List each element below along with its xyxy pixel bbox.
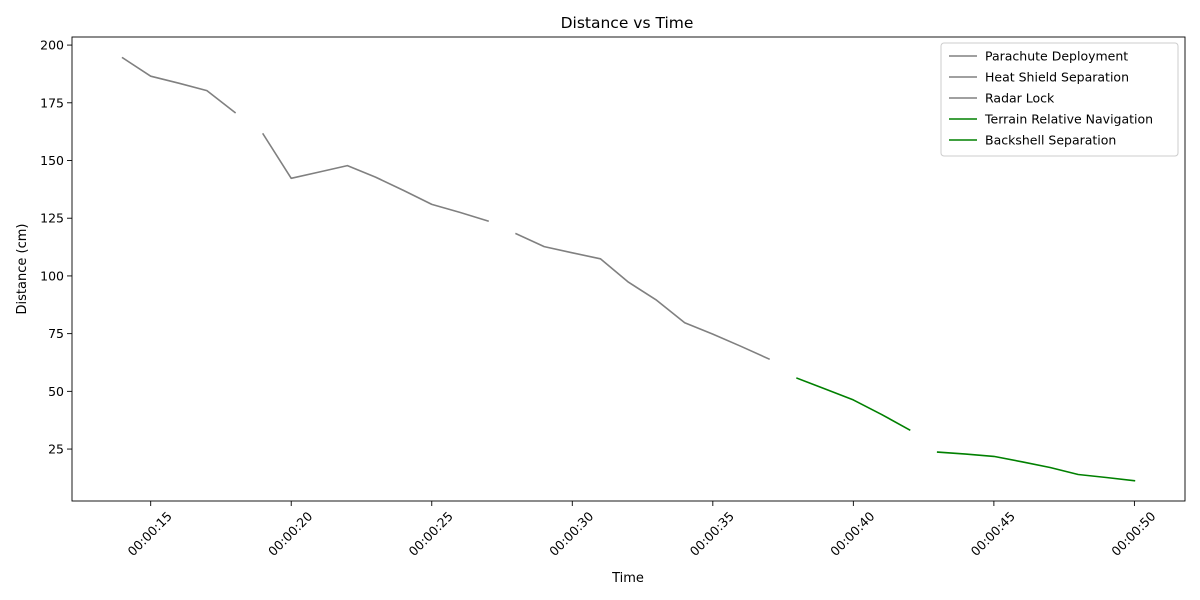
x-tick-label: 00:00:45 [968,509,1018,559]
y-tick-label: 75 [48,326,64,341]
legend-label: Parachute Deployment [985,49,1128,64]
legend-label: Heat Shield Separation [985,70,1129,85]
y-axis: 25 50 75 100 125 150 175 200 [40,38,72,457]
x-tick-label: 00:00:15 [125,509,175,559]
chart-title: Distance vs Time [561,14,694,32]
x-axis-label: Time [611,571,644,586]
series-line-backshell-separation [936,451,1136,482]
legend-label: Radar Lock [985,91,1055,106]
legend: Parachute Deployment Heat Shield Separati… [940,42,1179,157]
series-line-terrain-relative-navigation [796,377,911,431]
series-line-heat-shield-separation [261,132,489,222]
legend-label: Terrain Relative Navigation [984,112,1153,127]
y-tick-label: 25 [48,442,64,457]
x-tick-label: 00:00:50 [1108,508,1158,558]
x-tick-label: 00:00:20 [265,508,315,558]
series-line-parachute-deployment [121,56,237,114]
y-tick-label: 175 [40,95,64,110]
y-tick-label: 125 [40,211,64,226]
legend-label: Backshell Separation [985,133,1116,148]
y-tick-label: 100 [40,268,64,283]
series-line-radar-lock [515,232,771,361]
y-axis-label: Distance (cm) [15,224,30,315]
legend-box [940,42,1179,157]
y-tick-label: 200 [40,38,64,53]
x-tick-label: 00:00:35 [687,509,737,559]
x-tick-label: 00:00:30 [546,508,596,558]
series-layer [121,56,1136,482]
y-tick-label: 150 [40,153,64,168]
y-tick-label: 50 [48,384,64,399]
x-tick-label: 00:00:40 [827,508,877,558]
plot-area-frame [71,36,1186,502]
x-axis: 00:00:15 00:00:20 00:00:25 00:00:30 00:00:35… [125,501,1159,559]
x-tick-label: 00:00:25 [406,509,456,559]
